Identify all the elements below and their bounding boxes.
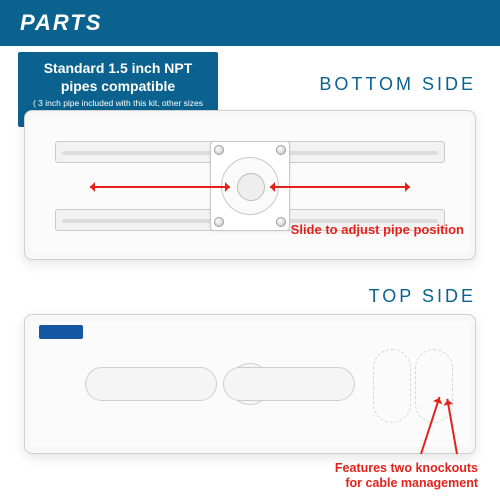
bottom-side-label: BOTTOM SIDE <box>319 74 476 95</box>
slide-caption: Slide to adjust pipe position <box>291 222 464 237</box>
top-side-label: TOP SIDE <box>369 286 476 307</box>
bolt-icon <box>214 217 224 227</box>
rail-assembly <box>55 141 445 231</box>
callout-main-text: Standard 1.5 inch NPT pipes compatible <box>24 60 212 95</box>
brand-badge <box>39 325 83 339</box>
content-area: Standard 1.5 inch NPT pipes compatible (… <box>0 46 500 500</box>
knockout-caption: Features two knockouts for cable managem… <box>335 461 478 492</box>
slide-arrow-right <box>270 186 410 188</box>
knockout-caption-line2: for cable management <box>345 476 478 490</box>
header-title: PARTS <box>20 10 103 36</box>
header-bar: PARTS <box>0 0 500 46</box>
bolt-icon <box>214 145 224 155</box>
slide-arrow-left <box>90 186 230 188</box>
top-plate <box>24 314 476 454</box>
cable-knockout <box>373 349 411 423</box>
knockout-caption-line1: Features two knockouts <box>335 461 478 475</box>
bottom-plate <box>24 110 476 260</box>
mount-slot <box>223 367 355 401</box>
bolt-icon <box>276 217 286 227</box>
mount-slot <box>85 367 217 401</box>
bolt-icon <box>276 145 286 155</box>
